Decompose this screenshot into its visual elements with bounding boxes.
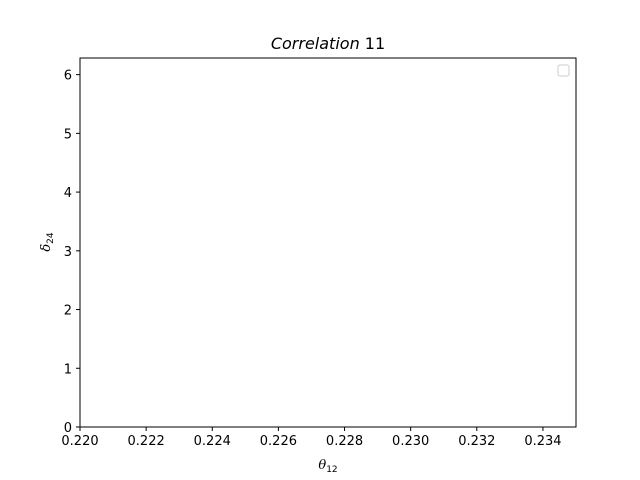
y-axis-label: δ24 — [39, 232, 56, 252]
y-axis-ticks: 0 1 2 3 4 5 6 — [64, 69, 80, 436]
y-tick-label: 3 — [64, 245, 72, 260]
x-tick-label: 0.232 — [458, 434, 495, 449]
x-axis-label-subscript: 12 — [326, 465, 337, 475]
x-tick-label: 0.228 — [326, 434, 363, 449]
x-tick-label: 0.234 — [524, 434, 561, 449]
x-tick-label: 0.220 — [61, 434, 98, 449]
y-tick-label: 0 — [64, 421, 72, 436]
x-axis-label: θ12 — [318, 458, 337, 475]
y-axis-label-base: δ — [39, 244, 54, 252]
x-axis-label-base: θ — [318, 458, 326, 473]
x-tick-label: 0.222 — [128, 434, 165, 449]
legend — [557, 64, 570, 77]
chart-title-italic: Correlation — [271, 34, 360, 53]
chart-title: Correlation 11 — [271, 34, 385, 53]
y-tick-label: 1 — [64, 362, 72, 377]
y-tick-label: 2 — [64, 304, 72, 319]
y-axis-label-subscript: 24 — [46, 232, 56, 244]
x-tick-label: 0.226 — [260, 434, 297, 449]
plot-area-frame — [79, 57, 577, 428]
x-tick-label: 0.230 — [392, 434, 429, 449]
y-tick-label: 4 — [64, 186, 72, 201]
x-axis-ticks: 0.220 0.222 0.224 0.226 0.228 0.230 0.232 0.234 — [61, 427, 562, 449]
y-tick-label: 6 — [64, 69, 72, 84]
chart-title-suffix: 11 — [360, 34, 385, 53]
legend-box — [557, 64, 570, 77]
x-tick-label: 0.224 — [194, 434, 231, 449]
y-tick-label: 5 — [64, 127, 72, 142]
